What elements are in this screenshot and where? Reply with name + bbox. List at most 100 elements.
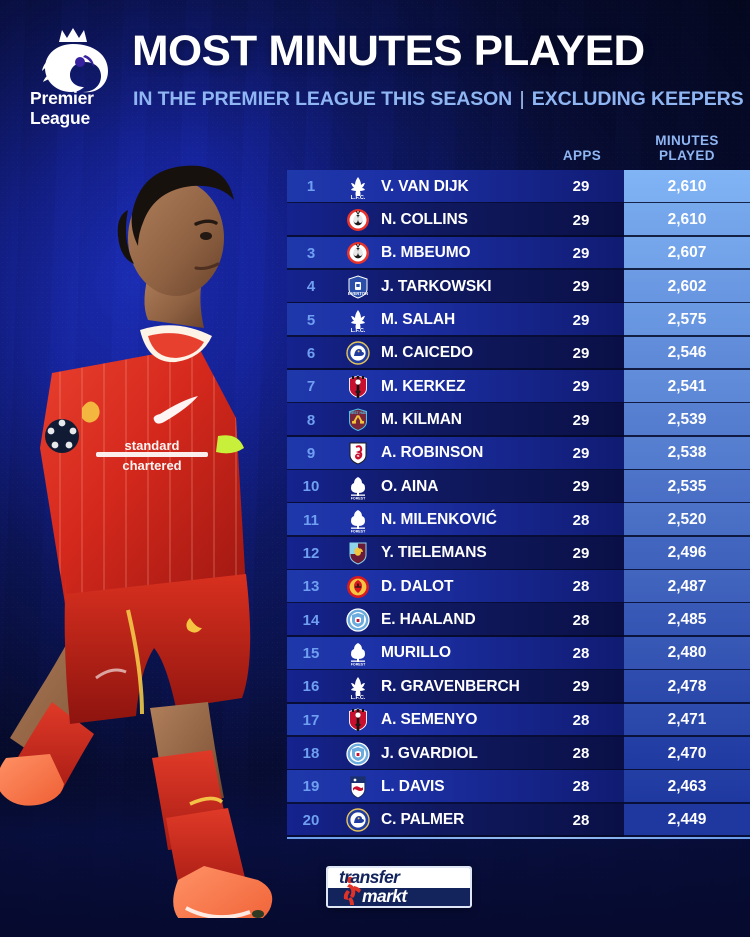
player-name: M. CAICEDO	[381, 344, 474, 362]
table-row[interactable]: 20 C. PALMER 28 2,449	[287, 803, 750, 838]
club-badge-icon	[335, 207, 381, 233]
player-name: O. AINA	[381, 477, 439, 495]
lion-head-icon	[42, 28, 108, 93]
row-apps: 29	[572, 244, 590, 262]
row-background	[287, 603, 624, 637]
minutes-bar	[624, 203, 750, 237]
minutes-bar	[624, 803, 750, 837]
row-rank: 9	[306, 444, 316, 462]
svg-text:EVERTON: EVERTON	[348, 291, 368, 296]
row-rank: 1	[306, 178, 316, 196]
table-row[interactable]: 9 A. ROBINSON 29 2,538	[287, 436, 750, 471]
svg-text:FOREST: FOREST	[351, 530, 366, 534]
table-row[interactable]: 4 EVERTON J. TARKOWSKI 29 2,602	[287, 270, 750, 304]
row-apps: 29	[572, 478, 590, 496]
league-word-line1: Premier	[30, 88, 94, 108]
table-row[interactable]: 18 J. GVARDIOL 28 2,470	[287, 736, 750, 771]
row-minutes: 2,520	[667, 511, 707, 529]
row-rank: 4	[306, 278, 316, 296]
row-background	[287, 636, 624, 671]
row-rank: 6	[306, 344, 316, 362]
club-badge-icon	[335, 807, 381, 833]
row-minutes: 2,610	[667, 211, 707, 229]
row-background	[287, 236, 624, 271]
row-apps: 29	[572, 344, 590, 362]
table-row[interactable]: 3 B. MBEUMO 29 2,607	[287, 236, 750, 271]
player-name: N. COLLINS	[381, 211, 468, 229]
table-row[interactable]: 5 L.F.C. M. SALAH 29 2,575	[287, 303, 750, 338]
row-rank: 18	[302, 745, 320, 763]
table-row[interactable]: 10 FOREST O. AINA 29 2,535	[287, 470, 750, 504]
row-rank: 7	[306, 378, 316, 396]
svg-text:L.F.C.: L.F.C.	[351, 695, 366, 700]
table-row[interactable]: 15 FOREST MURILLO 28 2,480	[287, 636, 750, 671]
row-minutes: 2,496	[667, 544, 707, 562]
row-rank: 5	[306, 311, 316, 329]
row-background	[287, 770, 624, 804]
svg-text:WEST HAM: WEST HAM	[349, 411, 368, 415]
club-badge-icon	[335, 607, 381, 633]
row-background	[287, 336, 624, 371]
logo-word-markt: markt	[362, 886, 407, 906]
row-background	[287, 436, 624, 471]
minutes-bar	[624, 236, 750, 271]
row-rank: 14	[302, 611, 320, 629]
league-wordmark: Premier League	[30, 88, 122, 128]
row-apps: 29	[572, 411, 590, 429]
club-badge-icon	[335, 774, 381, 800]
player-name: MURILLO	[381, 644, 451, 662]
table-row[interactable]: 13 D. DALOT 28 2,487	[287, 570, 750, 604]
row-rank: 13	[302, 578, 320, 596]
row-rank: 17	[302, 711, 320, 729]
minutes-bar	[624, 436, 750, 471]
player-name: V. VAN DIJK	[381, 177, 469, 195]
row-rank: 11	[303, 511, 319, 529]
row-minutes: 2,449	[667, 811, 707, 829]
player-name: L. DAVIS	[381, 777, 445, 795]
row-background	[287, 570, 624, 604]
player-name: J. TARKOWSKI	[381, 277, 492, 295]
transfermarkt-logo: transfer markt	[326, 866, 472, 908]
table-row[interactable]: 7 M. KERKEZ 29 2,541	[287, 370, 750, 404]
table-row[interactable]: 1 L.F.C. V. VAN DIJK 29 2,610	[287, 170, 750, 204]
svg-text:FOREST: FOREST	[351, 663, 366, 667]
row-apps: 28	[572, 578, 590, 596]
table-row[interactable]: 19 L. DAVIS 28 2,463	[287, 770, 750, 804]
row-rank: 19	[302, 778, 320, 796]
row-background	[287, 536, 624, 571]
player-name: A. SEMENYO	[381, 711, 478, 729]
row-minutes: 2,575	[667, 311, 707, 329]
minutes-bar	[624, 536, 750, 571]
table-header: APPS MINUTES PLAYED	[287, 126, 750, 170]
row-minutes: 2,539	[667, 411, 707, 429]
club-badge-icon: L.F.C.	[335, 307, 381, 333]
table-row[interactable]: 14 E. HAALAND 28 2,485	[287, 603, 750, 638]
table-row[interactable]: 11 FOREST N. MILENKOVIĆ 28 2,520	[287, 503, 750, 538]
table-row[interactable]: 6 M. CAICEDO 29 2,546	[287, 336, 750, 371]
svg-text:L.F.C.: L.F.C.	[351, 195, 366, 200]
column-header-minutes-line2: PLAYED	[659, 148, 715, 163]
row-minutes: 2,463	[667, 777, 707, 795]
minutes-bar	[624, 703, 750, 737]
table-row[interactable]: 16 L.F.C. R. GRAVENBERCH 29 2,478	[287, 670, 750, 704]
club-badge-icon: WEST HAM	[335, 407, 381, 433]
player-name: D. DALOT	[381, 577, 454, 595]
row-apps: 28	[572, 745, 590, 763]
club-badge-icon: L.F.C.	[335, 674, 381, 700]
header: Premier League MOST MINUTES PLAYED IN TH…	[0, 0, 750, 132]
subtitle-left: IN THE PREMIER LEAGUE THIS SEASON	[133, 88, 513, 110]
table-row[interactable]: 17 A. SEMENYO 28 2,471	[287, 703, 750, 738]
row-apps: 29	[572, 311, 590, 329]
row-background	[287, 303, 624, 337]
row-minutes: 2,471	[667, 711, 707, 729]
club-badge-icon	[335, 574, 381, 600]
table-row[interactable]: 12 Y. TIELEMANS 29 2,496	[287, 536, 750, 571]
row-minutes: 2,485	[667, 611, 707, 629]
club-badge-icon: FOREST	[335, 507, 381, 533]
minutes-bar	[624, 770, 750, 804]
table-row[interactable]: N. COLLINS 29 2,610	[287, 203, 750, 238]
row-apps: 28	[572, 778, 590, 796]
row-background	[287, 403, 624, 437]
club-badge-icon	[335, 240, 381, 266]
table-row[interactable]: 8 WEST HAM M. KILMAN 29 2,539	[287, 403, 750, 438]
